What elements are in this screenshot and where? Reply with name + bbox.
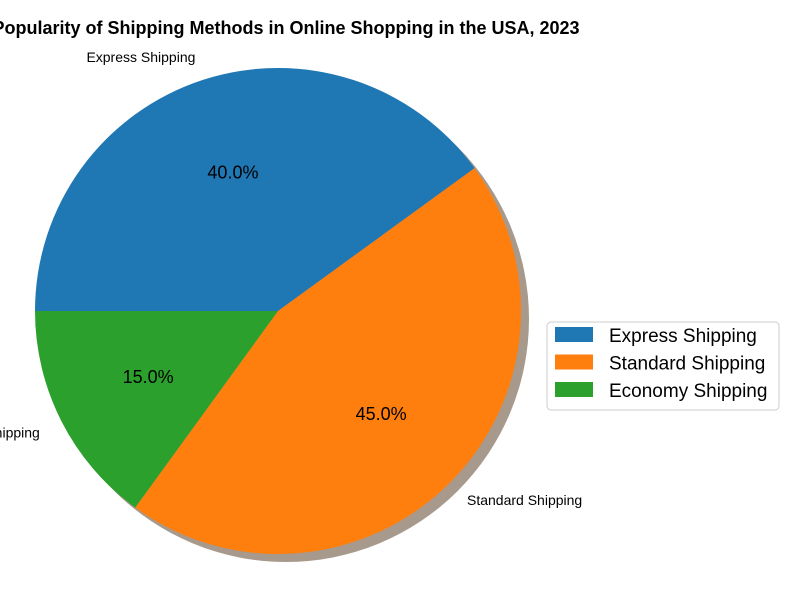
pie-slice-express-shipping: [35, 68, 475, 311]
legend-swatch-standard-shipping: [555, 354, 593, 370]
slice-label-standard-shipping: Standard Shipping: [467, 492, 582, 508]
legend: Express Shipping Standard Shipping Economy…: [546, 321, 780, 411]
slice-label-economy-shipping: Economy Shipping: [0, 424, 40, 440]
pie-slice-economy-shipping: [34, 311, 278, 508]
slice-percent-express-shipping: 40.0%: [207, 162, 258, 182]
pie-slices: [34, 68, 521, 554]
slice-percent-economy-shipping: 15.0%: [123, 367, 174, 387]
slice-percent-standard-shipping: 45.0%: [356, 404, 407, 424]
legend-label-express-shipping: Express Shipping: [609, 326, 757, 347]
slice-percent-labels: 40.0% 45.0% 15.0%: [123, 162, 407, 424]
legend-label-economy-shipping: Economy Shipping: [609, 381, 767, 402]
slice-category-labels: Express Shipping Standard Shipping Economy…: [0, 49, 582, 508]
pie-slice-standard-shipping: [135, 168, 521, 554]
legend-frame: [546, 321, 780, 411]
slice-label-express-shipping: Express Shipping: [86, 49, 195, 65]
legend-swatch-economy-shipping: [555, 382, 593, 397]
legend-label-standard-shipping: Standard Shipping: [609, 354, 765, 375]
legend-swatch-express-shipping: [555, 327, 593, 342]
chart-title: Popularity of Shipping Methods in Online…: [0, 18, 580, 38]
